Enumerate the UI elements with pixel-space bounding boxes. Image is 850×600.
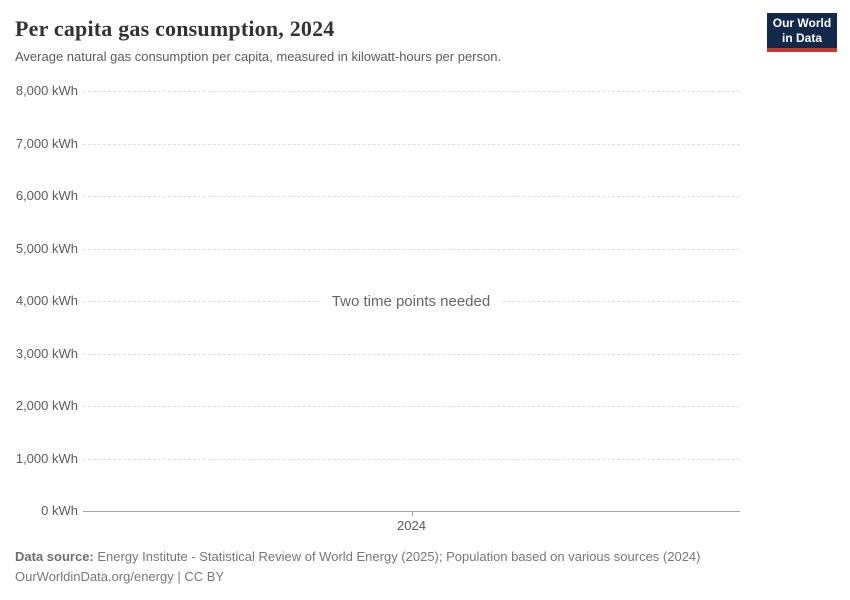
y-gridline xyxy=(83,91,740,92)
data-source-line: Data source: Energy Institute - Statisti… xyxy=(15,547,835,567)
y-tick-label: 0 kWh xyxy=(41,503,78,518)
chart-title: Per capita gas consumption, 2024 xyxy=(15,16,335,41)
y-tick-label: 5,000 kWh xyxy=(15,240,78,256)
x-tick-label: 2024 xyxy=(397,518,426,533)
chart-header: Per capita gas consumption, 2024 Average… xyxy=(15,16,755,64)
license-line: OurWorldinData.org/energy | CC BY xyxy=(15,569,225,584)
y-gridline xyxy=(83,353,740,355)
x-tick-mark xyxy=(411,511,413,516)
y-tick-label: 2,000 kWh xyxy=(15,398,78,413)
y-tick-label: 3,000 kWh xyxy=(15,345,78,361)
y-tick-label: 1,000 kWh xyxy=(15,450,78,466)
owid-logo-line2: in Data xyxy=(781,30,822,45)
chart-footer: Data source: Energy Institute - Statisti… xyxy=(15,547,835,587)
y-gridline xyxy=(83,248,740,250)
y-tick-label: 4,000 kWh xyxy=(15,293,78,308)
empty-state-message: Two time points needed xyxy=(321,292,501,311)
y-tick-label: 8,000 kWh xyxy=(15,83,78,98)
data-source-label: Data source: xyxy=(15,549,94,564)
owid-logo[interactable]: Our World in Data xyxy=(767,13,837,52)
owid-logo-line1: Our World xyxy=(772,15,832,30)
y-tick-label: 7,000 kWh xyxy=(15,135,78,151)
chart-subtitle: Average natural gas consumption per capi… xyxy=(15,49,502,65)
y-gridline xyxy=(83,458,740,460)
y-gridline xyxy=(83,406,740,407)
data-source-text: Energy Institute - Statistical Review of… xyxy=(93,549,701,564)
y-tick-label: 6,000 kWh xyxy=(15,188,78,203)
y-gridline xyxy=(83,196,740,197)
y-gridline xyxy=(83,143,740,145)
